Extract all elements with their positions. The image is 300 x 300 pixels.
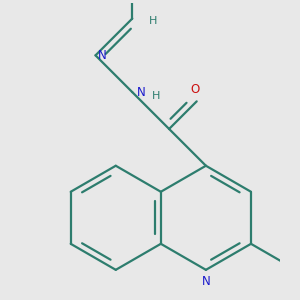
Text: H: H: [152, 91, 160, 101]
Text: N: N: [136, 86, 145, 99]
Text: H: H: [149, 16, 157, 26]
Text: N: N: [98, 49, 107, 62]
Text: N: N: [202, 275, 210, 288]
Text: O: O: [191, 83, 200, 96]
